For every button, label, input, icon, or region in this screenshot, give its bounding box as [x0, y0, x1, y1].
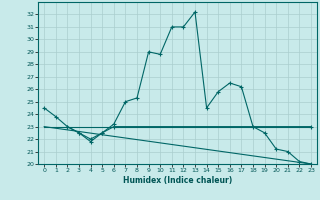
X-axis label: Humidex (Indice chaleur): Humidex (Indice chaleur) — [123, 176, 232, 185]
